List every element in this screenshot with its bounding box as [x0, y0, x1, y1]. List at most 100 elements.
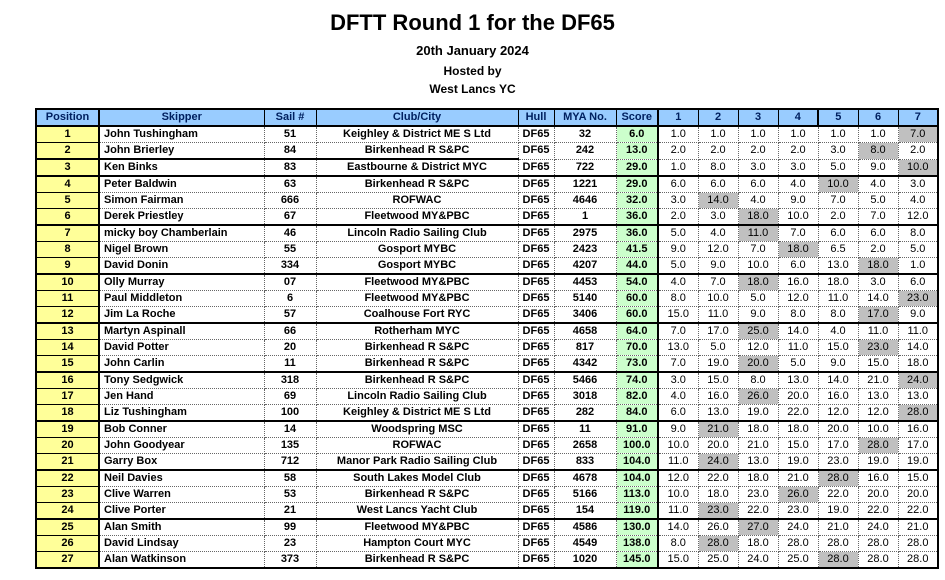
result-row-13: 13 Martyn Aspinall 66 Rotherham MYC DF65 4658…: [36, 323, 939, 340]
race-score-cell: 6.5: [818, 241, 859, 258]
sail-number-cell: 712: [264, 453, 317, 471]
result-row-21: 21 Garry Box 712 Manor Park Radio Sailing C…: [36, 453, 939, 471]
skipper-cell: David Donin: [99, 257, 265, 275]
race-score-cell: 12.0: [658, 470, 699, 487]
race-score-cell: 9.0: [698, 257, 739, 275]
race-score-cell: 25.0: [698, 551, 739, 569]
skipper-cell: Liz Tushingham: [99, 404, 265, 422]
discarded-race-score-cell: 23.0: [858, 339, 899, 356]
mya-number-cell: 4646: [554, 192, 617, 209]
discarded-race-score-cell: 20.0: [738, 355, 779, 373]
race-score-cell: 13.0: [658, 339, 699, 356]
result-row-10: 10 Olly Murray 07 Fleetwood MY&PBC DF65 4453 5…: [36, 274, 939, 291]
race-score-cell: 10.0: [658, 486, 699, 503]
column-header-position: Position: [35, 108, 100, 127]
race-score-cell: 13.0: [738, 453, 779, 471]
result-row-24: 24 Clive Porter 21 West Lancs Yacht Club DF6…: [36, 502, 939, 520]
total-score-cell: 70.0: [616, 339, 659, 356]
race-score-cell: 15.0: [898, 470, 939, 487]
skipper-cell: Martyn Aspinall: [99, 323, 265, 340]
position-cell: 18: [36, 404, 100, 422]
club-cell: Birkenhead R S&PC: [316, 486, 519, 503]
sail-number-cell: 67: [264, 208, 317, 226]
sail-number-cell: 51: [264, 126, 317, 143]
sail-number-cell: 63: [264, 176, 317, 193]
result-row-16: 16 Tony Sedgwick 318 Birkenhead R S&PC DF65 5…: [36, 372, 939, 389]
race-score-cell: 18.0: [898, 355, 939, 373]
sail-number-cell: 20: [264, 339, 317, 356]
total-score-cell: 29.0: [616, 159, 659, 177]
race-score-cell: 6.0: [658, 176, 699, 193]
race-score-cell: 11.0: [658, 502, 699, 520]
mya-number-cell: 5466: [554, 372, 617, 389]
race-score-cell: 4.0: [698, 225, 739, 242]
race-score-cell: 9.0: [778, 192, 819, 209]
skipper-cell: Ken Binks: [99, 159, 265, 177]
race-score-cell: 3.0: [658, 192, 699, 209]
results-body: 1 John Tushingham 51 Keighley & District ME…: [36, 126, 939, 569]
race-score-cell: 28.0: [898, 551, 939, 569]
total-score-cell: 36.0: [616, 225, 659, 242]
sail-number-cell: 318: [264, 372, 317, 389]
discarded-race-score-cell: 28.0: [818, 551, 859, 569]
race-score-cell: 4.0: [858, 176, 899, 193]
total-score-cell: 119.0: [616, 502, 659, 520]
hull-cell: DF65: [518, 437, 555, 454]
race-score-cell: 14.0: [898, 339, 939, 356]
race-score-cell: 7.0: [658, 323, 699, 340]
race-score-cell: 8.0: [898, 225, 939, 242]
race-score-cell: 11.0: [858, 323, 899, 340]
hull-cell: DF65: [518, 453, 555, 471]
column-header-5: 5: [817, 108, 859, 127]
race-score-cell: 20.0: [778, 388, 819, 405]
race-score-cell: 6.0: [658, 404, 699, 422]
sail-number-cell: 23: [264, 535, 317, 552]
sail-number-cell: 100: [264, 404, 317, 422]
sail-number-cell: 99: [264, 519, 317, 536]
race-score-cell: 5.0: [658, 225, 699, 242]
sail-number-cell: 66: [264, 323, 317, 340]
skipper-cell: Bob Conner: [99, 421, 265, 438]
mya-number-cell: 32: [554, 126, 617, 143]
result-row-8: 8 Nigel Brown 55 Gosport MYBC DF65 2423 41.5 9.…: [36, 241, 939, 258]
total-score-cell: 138.0: [616, 535, 659, 552]
race-score-cell: 11.0: [778, 339, 819, 356]
race-score-cell: 9.0: [738, 306, 779, 324]
position-cell: 15: [36, 355, 100, 373]
hull-cell: DF65: [518, 176, 555, 193]
race-score-cell: 21.0: [778, 470, 819, 487]
race-score-cell: 8.0: [778, 306, 819, 324]
sail-number-cell: 57: [264, 306, 317, 324]
position-cell: 3: [36, 159, 100, 177]
race-score-cell: 3.0: [898, 176, 939, 193]
race-score-cell: 3.0: [858, 274, 899, 291]
total-score-cell: 130.0: [616, 519, 659, 536]
discarded-race-score-cell: 18.0: [858, 257, 899, 275]
race-score-cell: 15.0: [698, 372, 739, 389]
discarded-race-score-cell: 23.0: [698, 502, 739, 520]
race-score-cell: 12.0: [698, 241, 739, 258]
club-cell: Eastbourne & District MYC: [316, 159, 519, 177]
mya-number-cell: 5166: [554, 486, 617, 503]
sail-number-cell: 21: [264, 502, 317, 520]
sail-number-cell: 58: [264, 470, 317, 487]
hull-cell: DF65: [518, 126, 555, 143]
race-score-cell: 24.0: [778, 519, 819, 536]
race-score-cell: 6.0: [858, 225, 899, 242]
skipper-cell: Paul Middleton: [99, 290, 265, 307]
race-score-cell: 18.0: [698, 486, 739, 503]
mya-number-cell: 3406: [554, 306, 617, 324]
hull-cell: DF65: [518, 241, 555, 258]
club-cell: Lincoln Radio Sailing Club: [316, 388, 519, 405]
race-score-cell: 6.0: [778, 257, 819, 275]
race-score-cell: 22.0: [778, 404, 819, 422]
discarded-race-score-cell: 14.0: [698, 192, 739, 209]
hull-cell: DF65: [518, 159, 555, 177]
hull-cell: DF65: [518, 519, 555, 536]
skipper-cell: John Goodyear: [99, 437, 265, 454]
mya-number-cell: 817: [554, 339, 617, 356]
discarded-race-score-cell: 28.0: [818, 470, 859, 487]
result-row-3: 3 Ken Binks 83 Eastbourne & District MYC DF6…: [36, 159, 939, 177]
discarded-race-score-cell: 18.0: [738, 208, 779, 226]
race-score-cell: 9.0: [658, 241, 699, 258]
